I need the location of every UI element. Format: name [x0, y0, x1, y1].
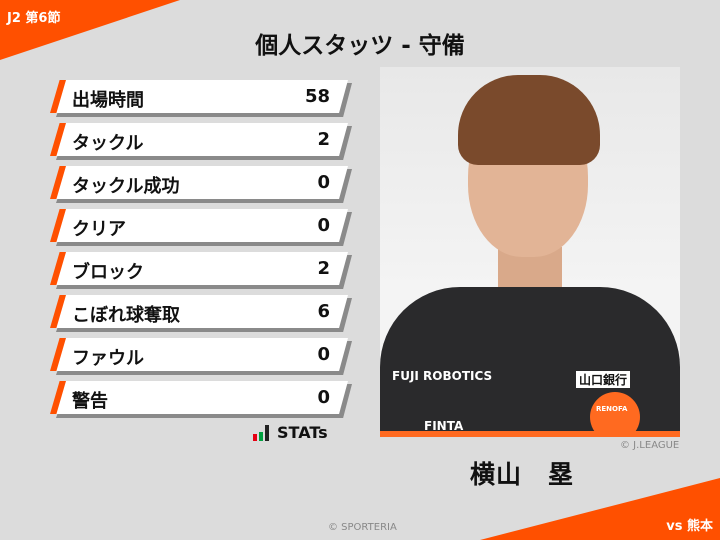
stat-label: タックル成功 [72, 176, 180, 197]
stat-value: 6 [317, 301, 330, 322]
stat-row: クリア 0 [50, 209, 352, 246]
logo-bar-green [259, 432, 263, 441]
stat-value: 0 [317, 387, 330, 408]
page-title: 個人スタッツ - 守備 [255, 33, 465, 59]
stat-label: 出場時間 [72, 90, 144, 111]
logo-bar-black [265, 425, 269, 441]
stats-logo: STATs [253, 425, 328, 441]
stat-row: 出場時間 58 [50, 80, 352, 117]
round-label: J2 第6節 [7, 11, 61, 26]
stat-row: ファウル 0 [50, 338, 352, 375]
sponsor-text: RENOFA [596, 405, 628, 413]
sponsor-text: 山口銀行 [576, 371, 631, 388]
stat-value: 2 [317, 258, 330, 279]
opponent-label: vs 熊本 [666, 519, 713, 534]
stat-label: ブロック [72, 262, 144, 283]
stat-label: タックル [72, 133, 144, 154]
stat-value: 0 [317, 215, 330, 236]
footer-credit: © SPORTERIA [328, 522, 397, 533]
logo-text: STATs [277, 423, 328, 442]
stat-label: クリア [72, 219, 126, 240]
stat-label: こぼれ球奪取 [72, 305, 180, 326]
stat-row: タックル 2 [50, 123, 352, 160]
sponsor-text: FINTA [424, 419, 464, 433]
sponsor-text: FUJI ROBOTICS [392, 369, 493, 383]
stat-value: 0 [317, 344, 330, 365]
stat-value: 2 [317, 129, 330, 150]
stat-label: 警告 [72, 391, 108, 412]
logo-bar-red [253, 434, 257, 441]
club-crest [590, 392, 640, 437]
photo-credit: © J.LEAGUE [620, 440, 680, 451]
stat-row: ブロック 2 [50, 252, 352, 289]
stat-row: こぼれ球奪取 6 [50, 295, 352, 332]
stat-value: 58 [304, 86, 330, 107]
stat-label: ファウル [72, 348, 144, 369]
player-name: 横山 塁 [470, 460, 575, 489]
stat-value: 0 [317, 172, 330, 193]
stat-row: タックル成功 0 [50, 166, 352, 203]
stat-row: 警告 0 [50, 381, 352, 418]
player-photo: FUJI ROBOTICS 山口銀行 FINTA RENOFA [380, 67, 680, 437]
